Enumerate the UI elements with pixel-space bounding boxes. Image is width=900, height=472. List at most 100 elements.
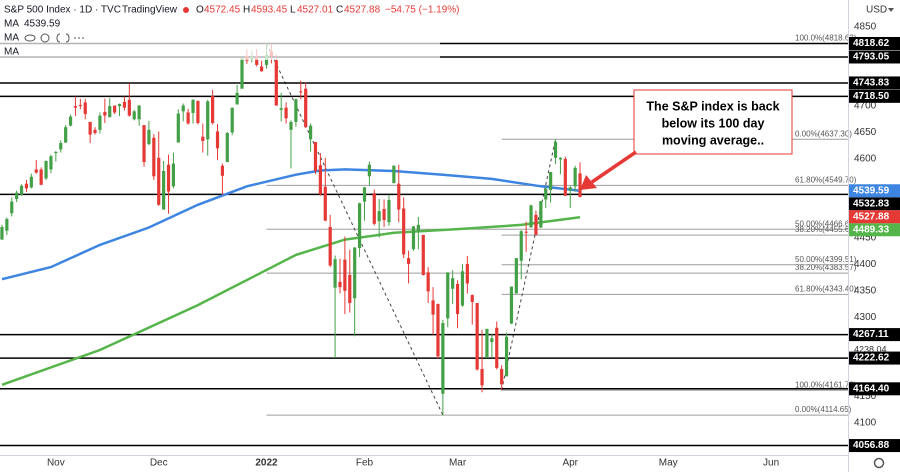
candle-body: [206, 101, 210, 140]
candle-body: [10, 201, 14, 214]
indicator-name[interactable]: MA: [4, 47, 19, 58]
annotation-box: [633, 89, 793, 155]
candle-body: [196, 100, 200, 123]
price-label-box: [849, 439, 900, 453]
candle-body: [284, 107, 288, 119]
axes: 4850 4700 4650 4600 4450 4400 4350 4300 4150 4100…: [47, 22, 887, 469]
candle-body: [230, 107, 234, 133]
candle-body: [416, 224, 420, 232]
price-label-text: 4532.83: [853, 198, 890, 209]
candle-body: [181, 105, 185, 112]
ohlc-value: 4527.88: [344, 5, 381, 16]
indicator-name[interactable]: MA: [4, 19, 19, 30]
settings-icon[interactable]: [40, 33, 50, 43]
candle-body: [44, 160, 48, 179]
currency-caret[interactable]: [888, 8, 894, 12]
status-dot: [183, 7, 189, 13]
candle-body: [480, 368, 484, 386]
candle-body: [260, 66, 264, 72]
symbol-title: S&P 500 Index · 1D · TVC: [4, 5, 121, 16]
y-tick-label: 4650: [854, 127, 877, 138]
candle-body: [191, 99, 195, 113]
candle-body: [509, 286, 514, 324]
price-label-text: 4527.88: [853, 211, 890, 222]
moving-average: [1, 168, 581, 281]
candle-body: [142, 125, 146, 163]
y-tick-label: 4150: [854, 391, 877, 402]
price-label-text: 4267.11: [853, 329, 889, 340]
candle-body: [73, 106, 78, 108]
candle-body: [406, 258, 411, 264]
y-tick-label: 4700: [854, 101, 877, 112]
fib-label: 100.0%(4818.62): [795, 34, 857, 43]
y-tick-label: 4600: [854, 154, 877, 165]
price-labels: 4818.62 4793.05 4743.83 4718.50 4532.83 4267.…: [849, 36, 900, 453]
x-tick-label: Dec: [150, 458, 168, 469]
header-bg: [0, 0, 440, 60]
price-label-box: [849, 223, 900, 237]
candle-body: [5, 219, 9, 231]
eye-icon[interactable]: [24, 34, 36, 42]
currency[interactable]: USD: [866, 5, 887, 16]
candle-body: [328, 226, 332, 266]
price-label-text: 4539.59: [853, 185, 890, 196]
candle-body: [255, 55, 259, 65]
header: S&P 500 Index · 1D · TVC TradingView O 4…: [0, 0, 460, 60]
y-tick-label: 4400: [854, 259, 877, 270]
candle-body: [455, 283, 460, 315]
candle-body: [19, 185, 24, 195]
candle-body: [490, 338, 494, 343]
gear-icon[interactable]: [873, 457, 885, 469]
annotation-arrow: [591, 150, 637, 184]
candle-body: [152, 137, 156, 177]
price-label-box: [849, 76, 900, 90]
candle-body: [343, 259, 347, 291]
candle-body: [451, 278, 455, 289]
x-tick-label: Apr: [562, 458, 578, 469]
price-label-text: 4818.62: [853, 38, 890, 49]
candle-body: [186, 112, 190, 124]
candle-body: [171, 163, 176, 187]
indicator-name[interactable]: MA: [4, 33, 19, 44]
annotation-text: below its 100 day: [662, 116, 765, 130]
candle-body: [500, 368, 504, 385]
candle-body: [431, 300, 435, 315]
candle-body: [323, 186, 327, 221]
candle-body: [426, 272, 430, 292]
candle-body: [578, 173, 582, 197]
candle-body: [29, 176, 33, 188]
candle-body: [568, 187, 572, 191]
candle-body: [274, 60, 278, 106]
candle-body: [504, 336, 509, 377]
candle-body: [563, 158, 567, 196]
x-tick-label: May: [659, 458, 678, 469]
annotation-text: moving average..: [662, 133, 764, 147]
candle-body: [220, 165, 225, 176]
candle-body: [573, 167, 577, 187]
fib-label: 38.20%(4455.63): [795, 225, 857, 234]
candle-body: [215, 131, 220, 149]
price-label-text: 4489.33: [853, 224, 890, 235]
ohlc-value: 4527.01: [297, 5, 334, 16]
settings-button[interactable]: [873, 457, 885, 469]
candle-body: [166, 164, 171, 192]
candle-body: [421, 234, 425, 276]
candle-body: [289, 121, 293, 130]
candle-body: [348, 275, 352, 303]
fib-label: 61.80%(4343.40): [795, 284, 857, 293]
candle-body: [0, 226, 4, 240]
candle-body: [39, 169, 43, 185]
price-label-box: [849, 184, 900, 198]
candle-body: [475, 302, 479, 370]
indicator-icons[interactable]: [24, 33, 84, 43]
candle-body: [558, 157, 563, 160]
candle-body: [353, 247, 357, 299]
candle-body: [524, 231, 528, 233]
candle-body: [113, 105, 117, 113]
price-label-box: [849, 197, 900, 211]
x-tick-label: Jun: [763, 458, 779, 469]
candle-body: [117, 103, 122, 107]
candle-body: [362, 187, 367, 202]
fib-trend-line: [501, 139, 557, 391]
source-icon[interactable]: [56, 33, 70, 43]
